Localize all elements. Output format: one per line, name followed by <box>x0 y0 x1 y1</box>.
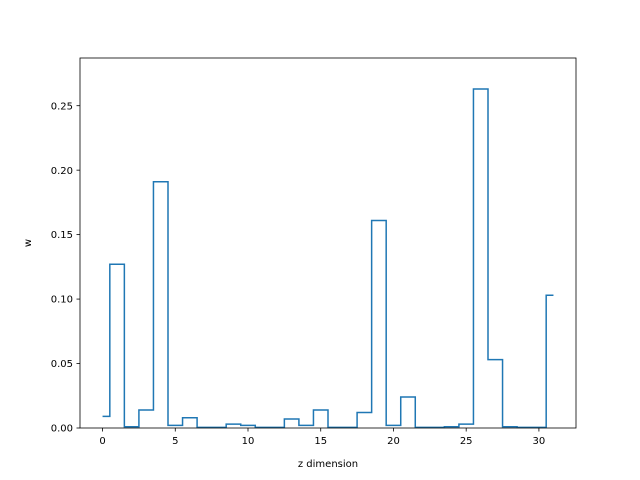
y-axis-ticks: 0.00 0.05 0.10 0.15 0.20 0.25 <box>51 101 80 435</box>
series-step-line <box>102 88 554 429</box>
y-tick-label: 0.20 <box>51 166 73 177</box>
x-axis-label: z dimension <box>298 459 358 470</box>
x-tick-label: 30 <box>533 436 546 447</box>
y-tick-label: 0.15 <box>51 230 73 241</box>
y-tick-label: 0.10 <box>51 295 73 306</box>
x-tick-label: 20 <box>387 436 400 447</box>
y-tick-label: 0.00 <box>51 424 73 435</box>
x-tick-label: 25 <box>460 436 473 447</box>
y-tick-label: 0.05 <box>51 359 73 370</box>
x-tick-label: 5 <box>172 436 178 447</box>
x-tick-label: 0 <box>99 436 105 447</box>
y-tick-label: 0.25 <box>51 101 73 112</box>
x-axis-ticks: 0 5 10 15 20 25 30 <box>99 428 545 447</box>
axes-frame <box>79 57 577 429</box>
x-tick-label: 15 <box>314 436 327 447</box>
y-axis-label: w <box>23 239 34 247</box>
x-tick-label: 10 <box>242 436 255 447</box>
